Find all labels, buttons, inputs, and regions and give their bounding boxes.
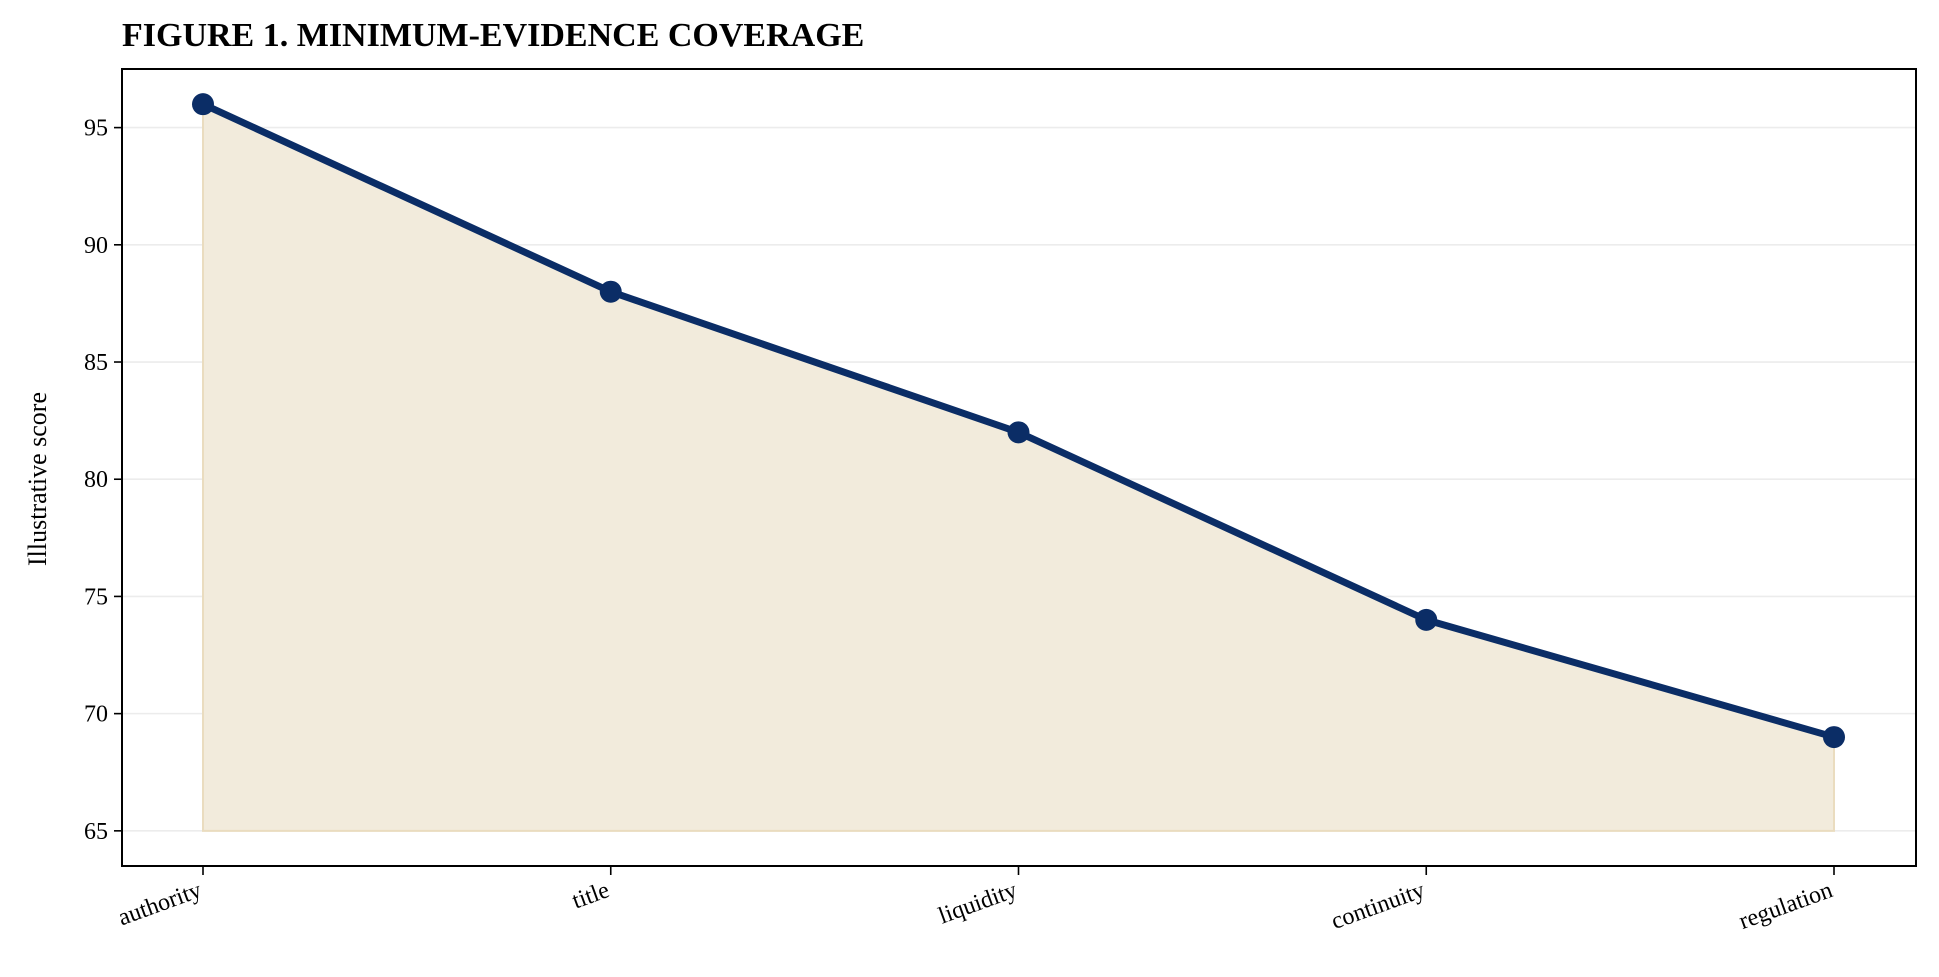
- x-tick-label-title: title: [569, 877, 613, 914]
- x-tick-label-regulation: regulation: [1736, 877, 1836, 935]
- data-point-liquidity: [1007, 421, 1030, 444]
- plot-area: [122, 93, 1916, 832]
- y-tick-label-70: 70: [84, 702, 108, 728]
- data-point-title: [599, 280, 622, 303]
- y-tick-label-65: 65: [84, 819, 108, 845]
- y-tick-label-90: 90: [84, 233, 108, 259]
- y-tick-label-95: 95: [84, 116, 108, 142]
- x-tick-label-continuity: continuity: [1328, 877, 1428, 935]
- data-point-continuity: [1415, 608, 1438, 631]
- y-tick-label-75: 75: [84, 584, 108, 610]
- point-layer: [192, 93, 1845, 749]
- data-point-regulation: [1823, 726, 1845, 749]
- y-tick-label-80: 80: [84, 467, 108, 493]
- x-tick-label-authority: authority: [115, 877, 205, 931]
- y-axis-label: Illustrative score: [23, 392, 52, 566]
- x-tick-label-liquidity: liquidity: [935, 877, 1020, 929]
- chart-title: FIGURE 1. MINIMUM-EVIDENCE COVERAGE: [122, 17, 864, 54]
- y-tick-label-85: 85: [84, 350, 108, 376]
- data-point-authority: [192, 93, 214, 116]
